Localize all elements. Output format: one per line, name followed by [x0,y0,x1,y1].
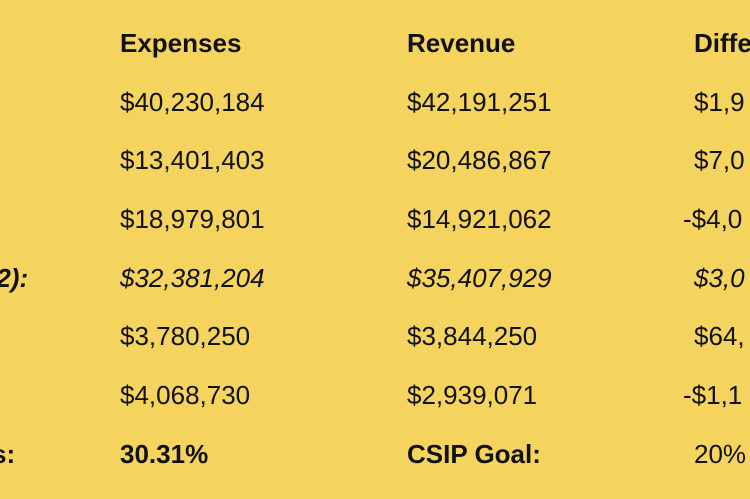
row-2-difference: $7,0 [694,145,745,175]
summary-goal-label: CSIP Goal: [407,439,541,469]
row-1-expenses: $40,230,184 [120,87,265,117]
row-4-difference: $3,0 [694,263,745,293]
row-6-revenue: $2,939,071 [407,380,538,410]
row-1-difference: $1,9 [694,87,745,117]
row-5-revenue: $3,844,250 [407,321,538,351]
header-expenses: Expenses [120,28,242,58]
row-3-expenses: $18,979,801 [120,204,265,234]
row-2-revenue: $20,486,867 [407,145,552,175]
header-difference: Diffe [694,28,750,58]
header-revenue: Revenue [407,28,516,58]
row-2-expenses: $13,401,403 [120,145,265,175]
summary-expenses-percent: 30.31% [120,439,209,469]
row-4-revenue: $35,407,929 [407,263,552,293]
row-5-difference: $64, [694,321,745,351]
row-1-revenue: $42,191,251 [407,87,552,117]
summary-label: s: [0,439,16,469]
row-4-label: l (1&2): [0,263,29,293]
row-6-difference: -$1,1 [683,380,743,410]
row-4-expenses: $32,381,204 [120,263,265,293]
row-6-expenses: $4,068,730 [120,380,251,410]
row-3-difference: -$4,0 [683,204,743,234]
summary-goal-value: 20% [694,439,747,469]
row-5-expenses: $3,780,250 [120,321,251,351]
row-3-revenue: $14,921,062 [407,204,552,234]
